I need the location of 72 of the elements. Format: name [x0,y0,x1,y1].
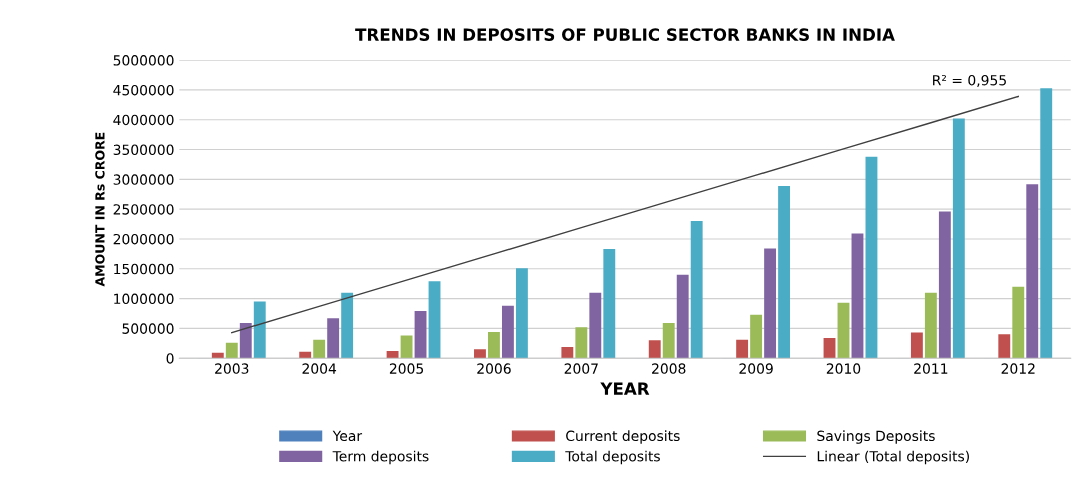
y-tick-label: 1500000 [114,263,174,275]
x-axis-title: YEAR [600,382,650,395]
bar [225,342,238,359]
bar [239,323,252,359]
bar [865,156,878,359]
bar [851,233,864,359]
x-tick-label: 2009 [739,363,773,374]
bar [837,302,850,359]
bar [778,185,791,359]
bar [750,314,763,359]
bar [428,281,441,359]
y-tick-label: 3500000 [113,144,174,156]
bar [386,351,399,359]
legend-label: Term deposits [332,450,429,465]
bar [952,118,965,359]
y-tick-label: 1000000 [114,293,174,305]
bar [676,274,689,359]
y-tick-label: 2000000 [113,233,174,245]
y-tick-label: 4500000 [113,84,174,96]
y-tick-label: 2500000 [113,204,174,215]
x-tick-label: 2008 [652,363,686,374]
y-tick-label: 4000000 [113,114,174,126]
bar [589,292,602,359]
x-tick-label: 2004 [302,363,337,374]
y-tick-label: 3000000 [113,174,174,185]
bar [690,221,703,359]
bar [1040,88,1053,359]
bar [575,327,588,359]
bar [938,211,951,359]
bar [1012,286,1025,359]
y-axis-title: AMOUNT IN Rs CRORE [95,132,105,287]
line-series [231,95,1019,334]
bar [823,337,836,359]
bar [253,301,266,359]
bar [474,349,486,359]
bar [764,248,777,359]
x-tick-label: 2012 [1001,363,1035,374]
y-tick-label: 0 [166,353,174,364]
bar [1026,184,1039,359]
legend-label: Current deposits [566,430,680,444]
bar [211,352,224,359]
x-tick-label: 2006 [477,363,511,374]
bar [924,292,937,359]
annotation: R² = 0,955 [933,74,1006,87]
bar [561,346,574,359]
bar [910,332,923,359]
x-tick-label: 2010 [826,363,861,374]
bar [603,249,616,359]
bar [998,334,1011,359]
bar [515,268,528,359]
legend-label: Year [332,430,363,442]
legend-label: Savings Deposits [817,430,935,444]
bar [501,305,514,359]
bar [662,323,675,359]
bar [736,339,749,359]
legend-label: Linear (Total deposits) [817,450,969,465]
x-tick-label: 2007 [564,363,598,374]
bar [414,311,427,359]
bar [488,331,500,359]
legend-label: Total deposits [565,450,660,465]
bar [341,292,354,359]
x-tick-label: 2003 [215,363,249,374]
bar [400,335,413,359]
bar [299,351,312,359]
chart-title: TRENDS IN DEPOSITS OF PUBLIC SECTOR BANKS IN INDIA [355,28,895,41]
x-tick-label: 2005 [389,363,424,374]
bar [648,340,661,359]
y-tick-label: 500000 [122,323,174,334]
y-tick-label: 5000000 [113,55,174,66]
bar [327,318,340,359]
x-tick-label: 2011 [914,363,948,374]
bar [313,339,326,359]
